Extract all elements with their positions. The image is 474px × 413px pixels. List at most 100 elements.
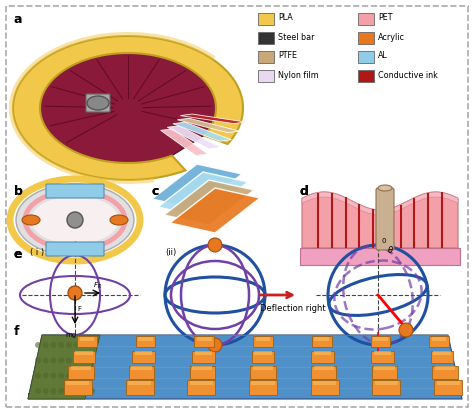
FancyBboxPatch shape xyxy=(77,336,97,347)
Text: θ: θ xyxy=(388,246,393,255)
FancyBboxPatch shape xyxy=(435,366,456,370)
FancyBboxPatch shape xyxy=(376,188,394,250)
FancyBboxPatch shape xyxy=(429,336,449,347)
FancyBboxPatch shape xyxy=(254,351,272,356)
Bar xyxy=(358,70,374,82)
Circle shape xyxy=(58,373,64,379)
Circle shape xyxy=(73,388,80,394)
Polygon shape xyxy=(164,180,254,225)
FancyBboxPatch shape xyxy=(68,366,93,379)
FancyBboxPatch shape xyxy=(192,351,215,363)
FancyBboxPatch shape xyxy=(135,351,152,356)
FancyBboxPatch shape xyxy=(136,336,155,347)
Text: F: F xyxy=(77,306,81,312)
Bar xyxy=(258,51,274,63)
Ellipse shape xyxy=(110,215,128,225)
FancyBboxPatch shape xyxy=(371,351,394,363)
FancyBboxPatch shape xyxy=(192,366,212,370)
FancyBboxPatch shape xyxy=(255,337,270,341)
FancyBboxPatch shape xyxy=(132,351,155,363)
FancyBboxPatch shape xyxy=(138,337,153,341)
Ellipse shape xyxy=(22,215,40,225)
Bar xyxy=(258,13,274,25)
Circle shape xyxy=(81,388,87,394)
Text: f: f xyxy=(14,325,19,338)
FancyBboxPatch shape xyxy=(310,380,339,395)
FancyBboxPatch shape xyxy=(314,337,329,341)
FancyBboxPatch shape xyxy=(372,380,401,395)
FancyBboxPatch shape xyxy=(375,381,398,385)
Polygon shape xyxy=(300,248,460,265)
Polygon shape xyxy=(177,118,240,133)
Polygon shape xyxy=(180,114,246,123)
Circle shape xyxy=(35,357,41,363)
Text: e: e xyxy=(14,248,22,261)
Circle shape xyxy=(399,323,413,337)
Circle shape xyxy=(50,388,56,394)
Text: (ii): (ii) xyxy=(165,248,176,257)
FancyBboxPatch shape xyxy=(86,94,110,112)
Polygon shape xyxy=(28,335,100,399)
Text: b: b xyxy=(14,185,23,198)
FancyBboxPatch shape xyxy=(437,381,460,385)
Text: Steel bar: Steel bar xyxy=(278,33,315,41)
Bar xyxy=(258,70,274,82)
FancyBboxPatch shape xyxy=(374,366,394,370)
Text: AL: AL xyxy=(378,52,388,60)
FancyBboxPatch shape xyxy=(80,337,94,341)
Text: c: c xyxy=(152,185,159,198)
FancyBboxPatch shape xyxy=(129,366,154,379)
Text: mg: mg xyxy=(65,332,76,338)
Circle shape xyxy=(73,357,80,363)
FancyBboxPatch shape xyxy=(250,366,276,379)
Polygon shape xyxy=(170,188,260,233)
FancyBboxPatch shape xyxy=(252,351,274,363)
Circle shape xyxy=(89,357,95,363)
FancyBboxPatch shape xyxy=(311,366,337,379)
Circle shape xyxy=(35,388,41,394)
Ellipse shape xyxy=(378,185,392,191)
Circle shape xyxy=(66,357,72,363)
Bar xyxy=(358,51,374,63)
Circle shape xyxy=(73,342,80,348)
Circle shape xyxy=(89,342,95,348)
Circle shape xyxy=(58,342,64,348)
FancyBboxPatch shape xyxy=(311,351,334,363)
Bar xyxy=(258,32,274,44)
FancyBboxPatch shape xyxy=(371,336,390,347)
Polygon shape xyxy=(302,192,458,215)
Polygon shape xyxy=(302,192,458,248)
Text: d: d xyxy=(300,185,309,198)
Text: Deflection right: Deflection right xyxy=(260,304,326,313)
Polygon shape xyxy=(28,393,462,399)
FancyBboxPatch shape xyxy=(46,242,104,256)
Text: Nylon film: Nylon film xyxy=(278,71,319,79)
Circle shape xyxy=(81,342,87,348)
Text: Conductive ink: Conductive ink xyxy=(378,71,438,79)
Circle shape xyxy=(81,373,87,379)
Ellipse shape xyxy=(16,184,134,256)
Circle shape xyxy=(66,342,72,348)
Circle shape xyxy=(43,342,49,348)
FancyBboxPatch shape xyxy=(434,380,462,395)
Text: ( i ): ( i ) xyxy=(30,248,44,257)
FancyBboxPatch shape xyxy=(194,351,212,356)
FancyBboxPatch shape xyxy=(6,6,468,407)
Polygon shape xyxy=(167,126,221,149)
Text: c: c xyxy=(152,185,159,198)
FancyBboxPatch shape xyxy=(194,336,214,347)
Polygon shape xyxy=(161,129,208,156)
Circle shape xyxy=(89,388,95,394)
Circle shape xyxy=(208,338,222,352)
Circle shape xyxy=(35,342,41,348)
Circle shape xyxy=(208,238,222,252)
Polygon shape xyxy=(173,122,231,141)
FancyBboxPatch shape xyxy=(66,381,90,385)
Circle shape xyxy=(81,357,87,363)
FancyBboxPatch shape xyxy=(190,366,215,379)
Bar xyxy=(358,13,374,25)
FancyBboxPatch shape xyxy=(253,366,273,370)
FancyBboxPatch shape xyxy=(313,381,336,385)
Circle shape xyxy=(58,357,64,363)
FancyBboxPatch shape xyxy=(313,366,334,370)
